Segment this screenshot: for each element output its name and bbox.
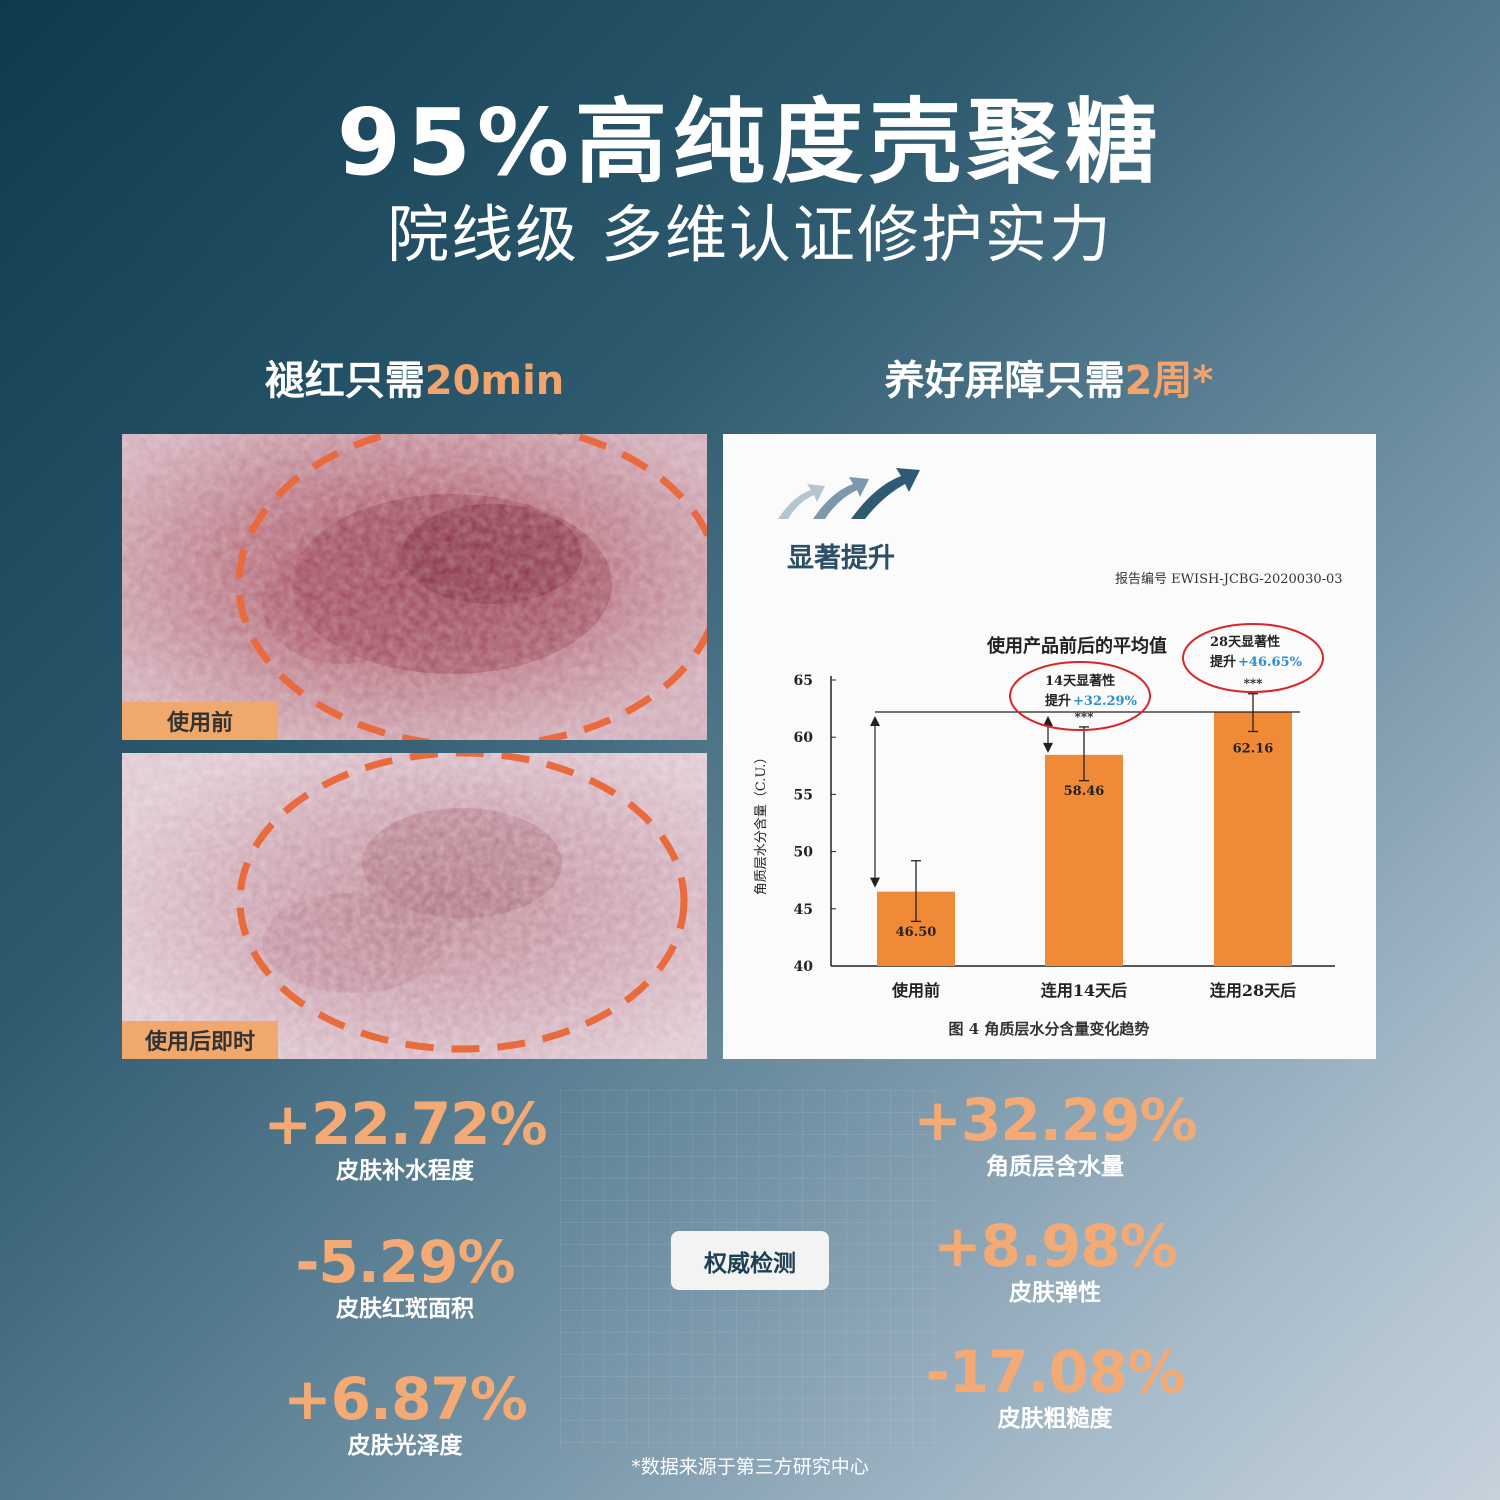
stat-label: 皮肤弹性 [1009, 1280, 1101, 1306]
right-heading-accent: 2周* [1124, 358, 1214, 404]
bar-value-label: 46.50 [896, 925, 937, 940]
stat-value: -17.08% [925, 1338, 1186, 1406]
left-heading-text: 褪红只需 [264, 358, 425, 404]
x-tick-label: 连用28天后 [1210, 981, 1296, 1000]
skin-photo-before: 使用前 [122, 434, 707, 740]
chart-title: 使用产品前后的平均值 [986, 635, 1167, 657]
bar [1214, 712, 1292, 966]
left-section-heading: 褪红只需20min [122, 348, 707, 406]
significance-mark: *** [1075, 710, 1095, 724]
y-tick-label: 60 [794, 730, 814, 746]
stat-roughness: -17.08% 皮肤粗糙度 [870, 1340, 1240, 1434]
footnote: *数据来源于第三方研究中心 [631, 1456, 869, 1478]
left-heading-accent: 20min [424, 358, 565, 404]
skin-photo-after: 使用后即时 [122, 753, 707, 1059]
y-axis-label: 角质层水分含量（C.U.） [753, 751, 769, 896]
annotation-circle [1182, 623, 1324, 693]
stat-gloss: +6.87% 皮肤光泽度 [220, 1367, 590, 1461]
stat-erythema: -5.29% 皮肤红斑面积 [220, 1230, 590, 1324]
arrow-head [870, 716, 880, 726]
figure-caption: 图 4 角质层水分含量变化趋势 [949, 1020, 1150, 1038]
y-tick-label: 40 [794, 959, 814, 975]
annotation-circle [1009, 661, 1151, 731]
report-number: 报告编号 EWISH-JCBG-2020030-03 [1115, 572, 1343, 587]
page-title: 95%高纯度壳聚糖 [336, 89, 1164, 196]
stat-value: +8.98% [933, 1212, 1178, 1280]
y-tick-label: 45 [794, 902, 813, 918]
annotation-text: 提升 [1210, 654, 1236, 670]
stat-elasticity: +8.98% 皮肤弹性 [870, 1214, 1240, 1308]
significance-mark: *** [1244, 677, 1264, 691]
photo-before-label: 使用前 [122, 702, 278, 740]
annotation-text: 14天显著性 [1045, 673, 1115, 689]
moisture-bar-chart: 40 45 50 55 60 65 角质层水分含量（C.U.） 使用产品前后的平均值 46.50… [753, 468, 1335, 1038]
x-tick-label: 使用前 [891, 981, 940, 1000]
stat-value: -5.29% [295, 1228, 515, 1296]
arrow-head [870, 877, 880, 888]
stat-label: 皮肤光泽度 [347, 1433, 463, 1459]
stat-label: 皮肤红斑面积 [336, 1296, 474, 1322]
annotation-percent: +32.29% [1073, 694, 1138, 709]
y-tick-label: 50 [794, 845, 814, 861]
x-tick-label: 连用14天后 [1041, 981, 1127, 1000]
authority-test-badge: 权威检测 [671, 1231, 829, 1290]
stat-hydration: +22.72% 皮肤补水程度 [220, 1092, 590, 1186]
rising-arrows-icon [778, 468, 920, 519]
arrow-head [1043, 742, 1053, 753]
stat-value: +22.72% [263, 1090, 547, 1158]
stat-label: 皮肤粗糙度 [997, 1406, 1113, 1432]
report-heading: 显著提升 [787, 543, 895, 574]
right-heading-text: 养好屏障只需 [884, 358, 1125, 404]
right-section-heading: 养好屏障只需2周* [722, 348, 1376, 406]
annotation-percent: +46.65% [1238, 655, 1303, 670]
bar [1045, 754, 1123, 966]
page-subtitle: 院线级 多维认证修护实力 [387, 198, 1113, 271]
bar-value-label: 58.46 [1064, 784, 1105, 799]
arrow-head [1043, 716, 1053, 726]
stat-label: 角质层含水量 [986, 1154, 1124, 1180]
annotation-text: 28天显著性 [1210, 634, 1280, 650]
photo-after-label: 使用后即时 [122, 1021, 278, 1059]
stat-label: 皮肤补水程度 [336, 1158, 474, 1184]
stat-stratum-moisture: +32.29% 角质层含水量 [870, 1088, 1240, 1182]
y-tick-label: 65 [794, 673, 813, 689]
test-report-card: 40 45 50 55 60 65 角质层水分含量（C.U.） 使用产品前后的平均值 46.50… [723, 434, 1376, 1059]
stat-value: +6.87% [283, 1365, 528, 1433]
y-tick-label: 55 [794, 787, 813, 803]
bar-value-label: 62.16 [1233, 741, 1274, 756]
stat-value: +32.29% [913, 1086, 1197, 1154]
annotation-text: 提升 [1045, 693, 1071, 709]
